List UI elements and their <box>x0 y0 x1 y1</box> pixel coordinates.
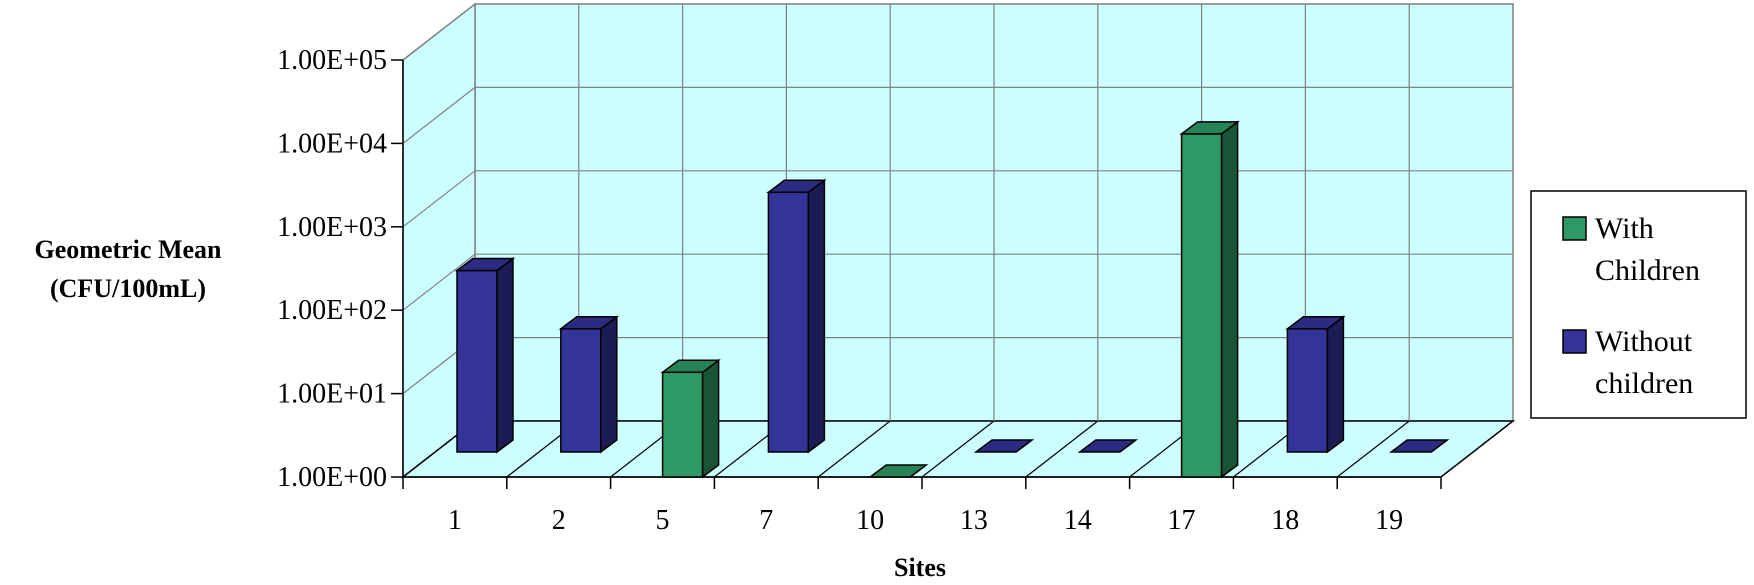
x-tick-label: 19 <box>1375 505 1403 536</box>
x-tick-label: 14 <box>1064 505 1092 536</box>
bar-with-children-site-5 <box>660 358 721 479</box>
x-axis-title: Sites <box>894 553 946 582</box>
legend-label-line: children <box>1595 367 1693 400</box>
bar-side <box>701 358 720 479</box>
bar-without-children-site-14 <box>1077 439 1139 453</box>
bars <box>454 120 1450 479</box>
x-tick-labels: 1 2 5 7 10 13 14 17 18 19 <box>448 505 1403 536</box>
y-tick-label: 1.00E+03 <box>277 212 387 243</box>
y-tick-label: 1.00E+00 <box>277 462 387 493</box>
legend-label-line: With <box>1595 212 1654 245</box>
bar-without-children-site-7 <box>766 178 827 454</box>
legend: With Children Without children <box>1530 190 1747 419</box>
x-tick-label: 13 <box>960 505 988 536</box>
floor-divider <box>1336 420 1410 478</box>
bar-top <box>1179 121 1240 135</box>
bar-without-children-site-1 <box>454 257 516 454</box>
x-tick-label: 17 <box>1168 505 1196 536</box>
bar-side <box>600 315 618 454</box>
x-tick-label: 5 <box>656 505 670 536</box>
bar-front <box>1180 133 1223 478</box>
bar-without-children-site-13 <box>973 439 1035 453</box>
bar-front <box>560 328 602 453</box>
bar-front <box>1286 328 1329 453</box>
bar-front <box>661 371 704 478</box>
bar-top <box>1077 439 1139 453</box>
x-tick-label: 7 <box>759 505 773 536</box>
bar-without-children-site-2 <box>558 315 620 454</box>
gridline-side <box>402 253 476 311</box>
legend-label-line: Without <box>1595 325 1693 358</box>
bar-top <box>973 439 1035 453</box>
bar-top <box>1388 439 1450 453</box>
legend-label-without-children: Without children <box>1595 325 1693 400</box>
floor-divider <box>817 420 891 478</box>
x-tick-label: 18 <box>1271 505 1299 536</box>
bar-with-children-site-10 <box>867 464 929 478</box>
legend-label-line: Children <box>1595 254 1700 287</box>
bar-side <box>1220 120 1239 479</box>
bar-without-children-site-18 <box>1285 315 1346 454</box>
legend-swatch-without-children <box>1562 329 1587 354</box>
bar-top <box>660 359 721 374</box>
y-tick-labels: 1.00E+00 1.00E+01 1.00E+02 1.00E+03 1.00E+04… <box>277 45 387 493</box>
axes <box>391 59 1442 489</box>
y-tick-label: 1.00E+01 <box>277 379 387 410</box>
legend-swatch-with-children <box>1562 216 1587 241</box>
bar-front <box>456 269 498 453</box>
bar-top <box>766 179 827 194</box>
floor-divider <box>1025 420 1099 478</box>
bar-side <box>496 257 514 454</box>
legend-label-with-children: With Children <box>1595 212 1700 287</box>
bar-top <box>558 316 620 330</box>
y-axis-title-line2: (CFU/100mL) <box>50 274 206 303</box>
bar-top <box>1285 316 1346 330</box>
x-tick-label: 2 <box>552 505 566 536</box>
bar-without-children-site-19 <box>1388 439 1450 453</box>
y-axis-title-line1: Geometric Mean <box>35 235 223 264</box>
bar-with-children-site-17 <box>1179 120 1240 479</box>
y-tick-label: 1.00E+05 <box>277 45 387 76</box>
y-tick-label: 1.00E+04 <box>277 128 387 159</box>
gridline-side <box>402 170 476 228</box>
bar-top <box>454 257 516 272</box>
x-tick-label: 1 <box>448 505 462 536</box>
bar-top <box>867 464 929 478</box>
y-tick-label: 1.00E+02 <box>277 295 387 326</box>
floor-divider <box>921 420 995 478</box>
bar-front <box>767 191 810 453</box>
gridline-side <box>402 86 476 144</box>
bar-side <box>807 178 826 454</box>
x-tick-label: 10 <box>856 505 884 536</box>
bar-side <box>1326 315 1345 454</box>
